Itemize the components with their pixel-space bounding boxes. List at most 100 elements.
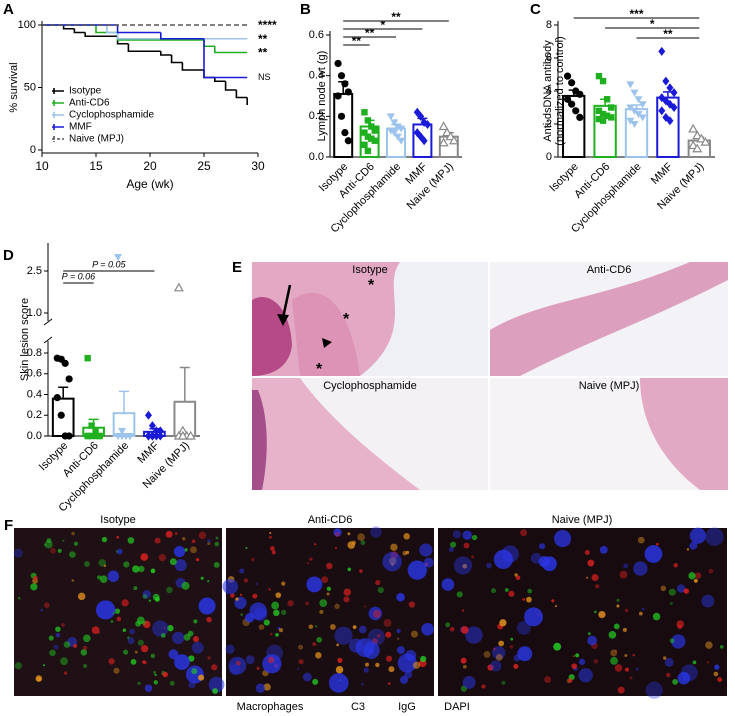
x-tick-label: 10 xyxy=(35,159,49,173)
signal xyxy=(182,537,186,541)
point xyxy=(666,116,674,126)
signal xyxy=(113,667,120,674)
survival-step xyxy=(235,90,248,99)
signal xyxy=(84,561,90,567)
signal xyxy=(116,535,119,539)
tissue xyxy=(640,378,728,490)
signal xyxy=(613,623,620,630)
point xyxy=(438,121,449,131)
point xyxy=(386,113,395,121)
signal xyxy=(193,619,198,624)
survival-step xyxy=(214,46,248,54)
signal xyxy=(701,594,715,608)
signal xyxy=(515,575,521,580)
signal xyxy=(206,616,212,623)
point xyxy=(364,133,372,140)
signal xyxy=(568,678,573,683)
signal xyxy=(461,609,465,612)
signal xyxy=(46,538,52,543)
signal xyxy=(363,642,380,659)
panel-label: B xyxy=(300,1,311,18)
signal xyxy=(275,632,279,637)
signal xyxy=(281,609,287,616)
y-tick-label: 4 xyxy=(546,85,552,97)
signal xyxy=(142,660,146,664)
signal xyxy=(249,602,267,620)
point xyxy=(368,123,375,130)
survival-step xyxy=(73,28,86,34)
signal xyxy=(683,588,690,594)
signal xyxy=(449,626,455,632)
y-tick-label: 8 xyxy=(546,19,552,31)
signal xyxy=(668,588,676,596)
x-tick-label: 25 xyxy=(197,159,211,173)
signal xyxy=(343,588,352,596)
signal xyxy=(372,609,381,618)
point xyxy=(393,123,402,131)
signal xyxy=(408,601,416,608)
y-tick-label: 6 xyxy=(546,52,552,64)
signal xyxy=(61,623,65,627)
signal xyxy=(77,592,86,601)
signal xyxy=(135,620,141,627)
signal xyxy=(624,653,628,657)
point xyxy=(700,136,711,146)
signal xyxy=(207,579,210,583)
signal xyxy=(43,543,47,547)
point xyxy=(595,107,603,114)
signal xyxy=(462,664,467,669)
signal xyxy=(319,609,324,614)
signal xyxy=(689,527,706,544)
signal xyxy=(343,596,350,603)
point xyxy=(390,119,399,127)
signal xyxy=(396,646,405,655)
point xyxy=(144,410,152,420)
point xyxy=(92,432,99,440)
point xyxy=(84,354,91,362)
signal xyxy=(137,681,141,685)
signal xyxy=(73,643,78,648)
signal xyxy=(55,626,61,632)
signal xyxy=(191,668,198,675)
survival-step xyxy=(160,51,172,56)
signal xyxy=(228,656,247,675)
signal xyxy=(367,628,385,646)
signal xyxy=(192,636,200,643)
signal xyxy=(347,567,352,572)
x-axis-label: Age (wk) xyxy=(126,177,173,191)
significance: * xyxy=(380,18,385,32)
point xyxy=(438,137,449,147)
signal xyxy=(423,557,434,568)
point xyxy=(445,131,456,141)
signal xyxy=(594,610,597,614)
signal xyxy=(686,548,690,551)
signal xyxy=(60,657,68,666)
signal xyxy=(676,620,685,628)
y-axis-label: Anti-dsDNA antibody xyxy=(542,40,554,142)
y-tick-label: 0.6 xyxy=(309,29,324,41)
axis-break xyxy=(43,318,53,344)
signal xyxy=(161,633,166,638)
signal xyxy=(212,688,218,694)
survival-step xyxy=(181,62,204,71)
signal xyxy=(115,550,119,553)
signal xyxy=(465,626,483,644)
signal xyxy=(207,656,211,660)
signal xyxy=(359,569,363,573)
signal xyxy=(172,631,185,645)
signal xyxy=(181,581,190,590)
signal xyxy=(513,663,519,669)
legend-swatch xyxy=(52,88,64,94)
signal xyxy=(235,597,239,601)
point xyxy=(630,121,639,128)
signal xyxy=(364,605,367,608)
bar xyxy=(333,92,354,158)
panel-label: A xyxy=(3,1,14,18)
point xyxy=(364,117,372,124)
survival-step xyxy=(214,77,226,83)
x-tick-label: 30 xyxy=(251,159,265,173)
signal xyxy=(328,673,349,693)
signal xyxy=(493,549,513,569)
signal xyxy=(36,676,42,682)
channel-label: Macrophages xyxy=(237,701,304,713)
